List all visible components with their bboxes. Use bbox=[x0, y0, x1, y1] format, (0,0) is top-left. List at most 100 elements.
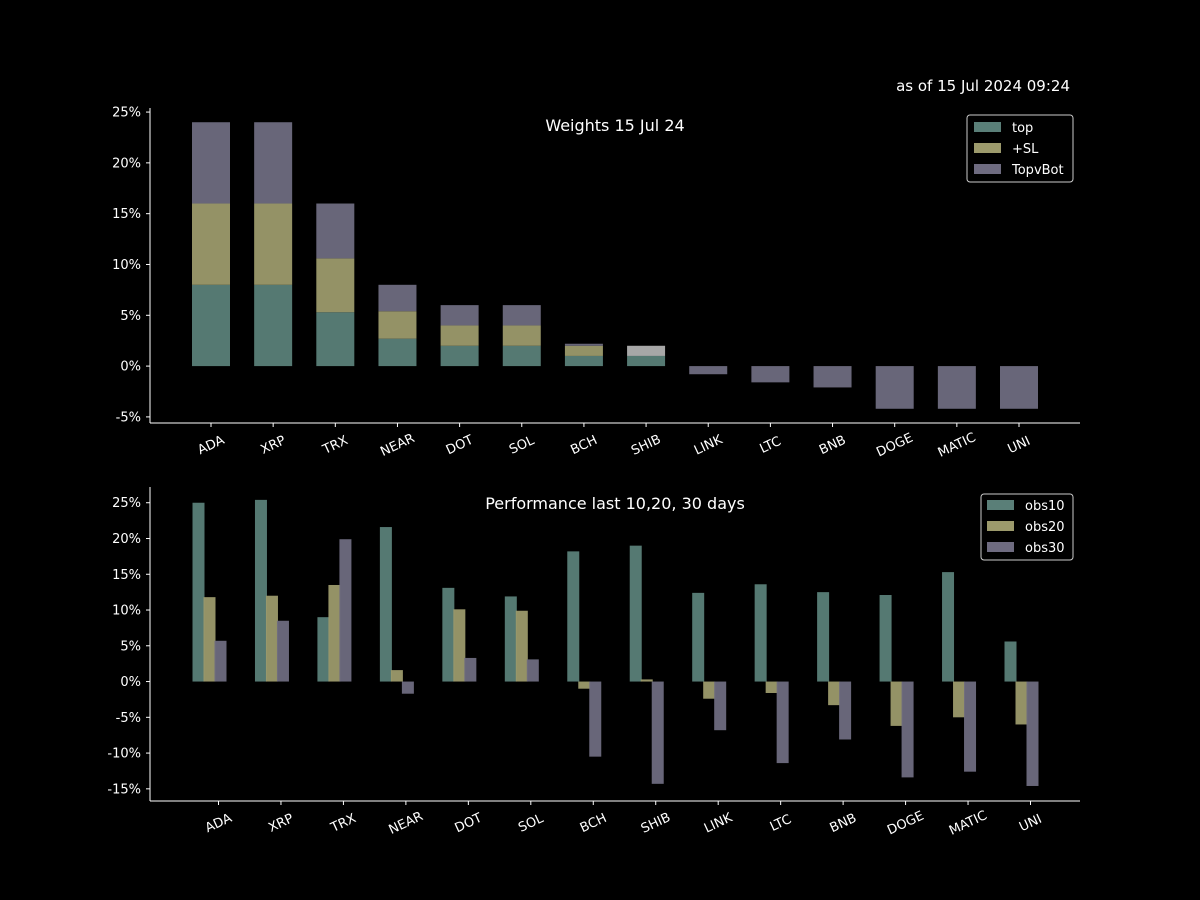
bar-obs20-bch bbox=[578, 681, 591, 689]
bar-obs30-bch bbox=[589, 681, 602, 757]
bar-obs20-sol bbox=[515, 610, 528, 682]
y-tick-label: 15% bbox=[112, 568, 141, 583]
x-tick-label: LTC bbox=[758, 434, 784, 457]
bar-obs10-bnb bbox=[817, 592, 830, 682]
y-tick-label: 5% bbox=[120, 309, 141, 324]
x-tick-label: TRX bbox=[320, 433, 351, 458]
bar-obs10-link bbox=[692, 592, 705, 682]
bar-obs10-ltc bbox=[754, 584, 767, 682]
x-tick-label: XRP bbox=[266, 811, 296, 836]
bar-obs30-trx bbox=[339, 539, 352, 682]
x-tick-label: UNI bbox=[1006, 434, 1033, 457]
bar-obs20-doge bbox=[890, 681, 903, 726]
bar-obs10-sol bbox=[504, 596, 517, 682]
bar-obs20-near bbox=[390, 670, 403, 682]
legend-swatch-0 bbox=[974, 122, 1001, 132]
bar-obs20-link bbox=[703, 681, 716, 699]
timestamp-label: as of 15 Jul 2024 09:24 bbox=[896, 77, 1070, 95]
bar-obs30-link bbox=[714, 681, 727, 731]
bar-obs20-shib bbox=[640, 679, 653, 682]
x-tick-label: TRX bbox=[328, 811, 359, 836]
legend-swatch-2 bbox=[974, 164, 1001, 174]
bar-obs20-bnb bbox=[828, 681, 841, 706]
x-tick-label: ADA bbox=[196, 433, 227, 458]
legend-label-0: top bbox=[1012, 121, 1033, 136]
bar-obs10-ada bbox=[192, 502, 205, 682]
bar-obs30-matic bbox=[964, 681, 977, 772]
bar-obs20-uni bbox=[1015, 681, 1028, 725]
bar-obs10-dot bbox=[442, 587, 455, 682]
bar-topvbot-trx bbox=[316, 203, 355, 259]
y-tick-label: 20% bbox=[112, 532, 141, 547]
bar-obs30-near bbox=[401, 681, 414, 694]
x-tick-label: XRP bbox=[259, 433, 289, 458]
bar-plus-sl-trx bbox=[316, 258, 355, 313]
x-tick-label: SHIB bbox=[639, 810, 673, 837]
bar-topvbot-ltc bbox=[751, 366, 790, 383]
bar-obs30-xrp bbox=[276, 620, 289, 682]
x-tick-label: SOL bbox=[516, 811, 546, 836]
bar-obs10-shib bbox=[629, 545, 642, 682]
bar-obs20-xrp bbox=[265, 595, 278, 682]
bar-topvbot-bnb bbox=[813, 366, 852, 388]
x-tick-label: SHIB bbox=[629, 432, 663, 459]
bar-obs20-trx bbox=[328, 584, 341, 682]
x-tick-label: MATIC bbox=[947, 808, 990, 838]
bar-topvbot-dot bbox=[440, 305, 479, 326]
bar-top-shib bbox=[627, 355, 666, 367]
x-tick-label: DOT bbox=[444, 433, 476, 459]
bar-plus-sl-bch bbox=[564, 345, 603, 356]
legend-label-1: +SL bbox=[1012, 142, 1039, 157]
legend-swatch-0 bbox=[987, 500, 1014, 510]
legend: obs10 obs20 obs30 bbox=[980, 493, 1074, 561]
bar-topvbot-shib bbox=[627, 345, 666, 356]
legend-swatch-1 bbox=[987, 521, 1014, 531]
x-tick-label: LINK bbox=[702, 810, 735, 836]
y-tick-label: 10% bbox=[112, 258, 141, 273]
legend-label-0: obs10 bbox=[1025, 499, 1065, 514]
x-tick-label: BCH bbox=[568, 433, 599, 458]
bar-top-xrp bbox=[254, 284, 293, 367]
bar-topvbot-uni bbox=[1000, 366, 1038, 409]
bar-topvbot-ada bbox=[192, 122, 230, 204]
bar-plus-sl-dot bbox=[440, 325, 479, 346]
bar-top-dot bbox=[440, 345, 479, 367]
legend-label-1: obs20 bbox=[1025, 520, 1065, 535]
y-tick-label: 10% bbox=[112, 604, 141, 619]
x-tick-label: DOGE bbox=[885, 809, 926, 839]
y-tick-label: -5% bbox=[116, 410, 141, 425]
bar-obs30-uni bbox=[1026, 681, 1039, 786]
legend-swatch-1 bbox=[974, 143, 1001, 153]
performance-chart: -15% -10% -5% 0% 5% 10% 15% 20% 25% ADA XRP TRX NEAR… bbox=[107, 487, 1080, 839]
x-tick-label: BNB bbox=[828, 811, 859, 836]
x-tick-label: UNI bbox=[1017, 812, 1044, 835]
bar-topvbot-bch bbox=[564, 343, 603, 346]
bar-topvbot-xrp bbox=[254, 122, 293, 204]
bar-plus-sl-ada bbox=[192, 203, 230, 285]
bar-topvbot-link bbox=[689, 366, 728, 375]
bar-obs20-matic bbox=[953, 681, 966, 718]
bar-top-bch bbox=[564, 355, 603, 367]
x-tick-label: DOT bbox=[453, 811, 485, 837]
x-tick-label: ADA bbox=[203, 811, 234, 836]
bar-topvbot-matic bbox=[937, 366, 976, 409]
x-tick-label: MATIC bbox=[936, 430, 979, 460]
bar-top-near bbox=[378, 338, 417, 367]
x-tick-label: BCH bbox=[578, 811, 609, 836]
y-tick-label: -15% bbox=[107, 782, 141, 797]
bar-plus-sl-xrp bbox=[254, 203, 293, 285]
y-tick-label: -10% bbox=[107, 747, 141, 762]
y-tick-label: -5% bbox=[116, 711, 141, 726]
bar-topvbot-near bbox=[378, 284, 417, 312]
bar-obs20-dot bbox=[453, 609, 466, 682]
bar-obs10-xrp bbox=[254, 499, 267, 682]
bar-top-ada bbox=[192, 284, 230, 367]
x-tick-label: LINK bbox=[692, 432, 725, 458]
y-tick-label: 0% bbox=[120, 360, 141, 375]
bar-obs30-dot bbox=[464, 657, 477, 682]
bar-obs20-ltc bbox=[765, 681, 778, 693]
bar-obs30-ada bbox=[214, 640, 227, 682]
bar-top-sol bbox=[502, 345, 541, 367]
y-tick-label: 25% bbox=[112, 106, 141, 121]
bar-obs20-ada bbox=[203, 597, 216, 682]
